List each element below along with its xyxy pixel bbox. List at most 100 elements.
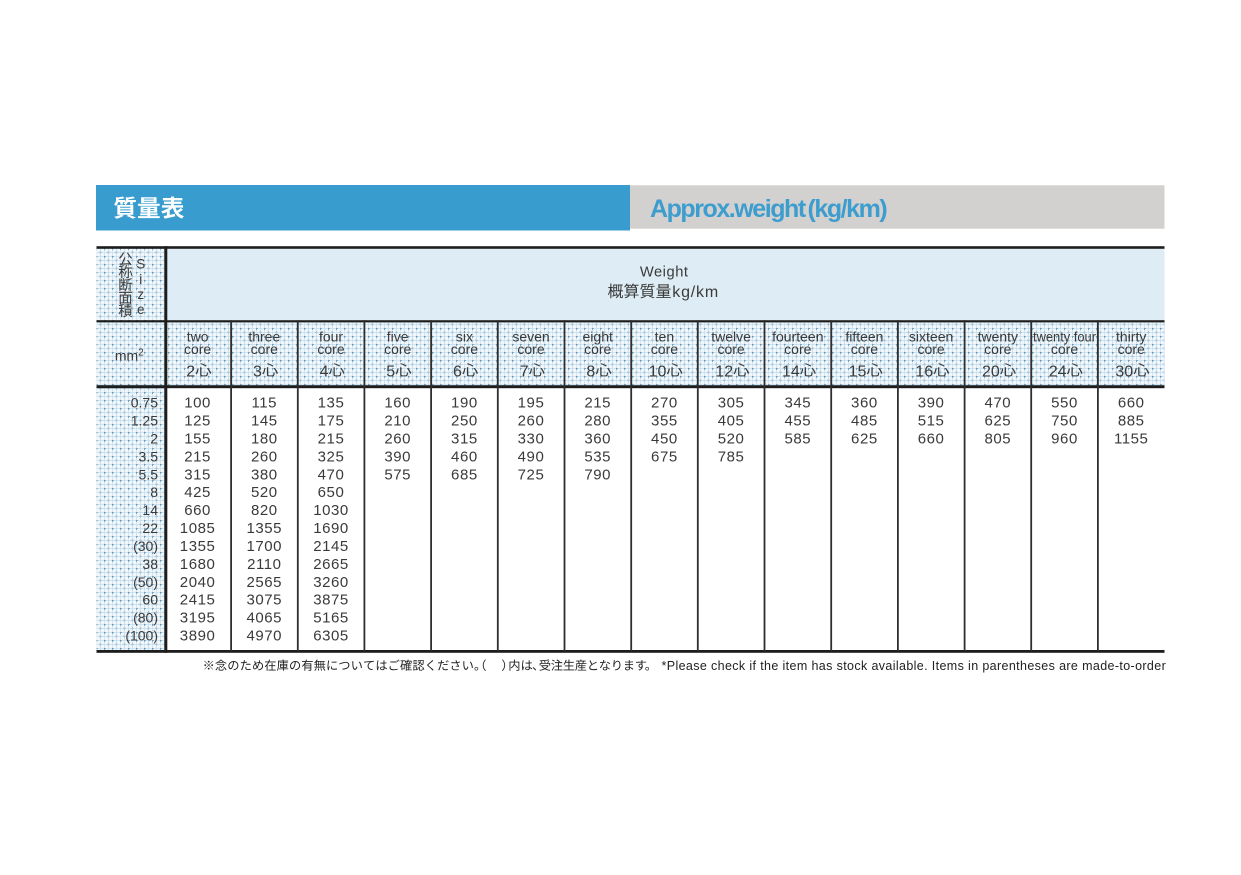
svg-text:450: 450 xyxy=(651,430,678,447)
svg-text:1700: 1700 xyxy=(247,538,283,555)
svg-text:515: 515 xyxy=(918,413,945,430)
svg-text:2040: 2040 xyxy=(180,574,216,591)
svg-text:Approx.weight: Approx.weight xyxy=(650,195,807,223)
svg-text:135: 135 xyxy=(318,395,345,412)
svg-text:sixteen: sixteen xyxy=(909,328,953,344)
svg-text:4: 4 xyxy=(320,363,329,380)
svg-text:305: 305 xyxy=(718,395,745,412)
svg-text:Weight: Weight xyxy=(640,264,689,280)
svg-text:360: 360 xyxy=(584,430,611,447)
svg-text:1355: 1355 xyxy=(180,538,216,555)
svg-text:core: core xyxy=(784,341,811,357)
svg-text:660: 660 xyxy=(918,430,945,447)
svg-text:two: two xyxy=(187,328,209,344)
svg-text:180: 180 xyxy=(251,430,278,447)
svg-text:3.5: 3.5 xyxy=(139,448,159,464)
svg-text:1690: 1690 xyxy=(313,520,349,537)
svg-text:6: 6 xyxy=(453,363,462,380)
svg-text:2: 2 xyxy=(150,430,158,446)
svg-text:16: 16 xyxy=(915,363,933,380)
svg-text:twenty: twenty xyxy=(978,328,1018,344)
svg-text:60: 60 xyxy=(142,592,158,608)
svg-text:(30): (30) xyxy=(133,538,158,554)
svg-text:1.25: 1.25 xyxy=(131,413,158,429)
svg-text:260: 260 xyxy=(384,430,411,447)
svg-text:380: 380 xyxy=(251,466,278,483)
svg-text:360: 360 xyxy=(851,395,878,412)
svg-text:2110: 2110 xyxy=(247,556,281,573)
svg-text:315: 315 xyxy=(184,466,211,483)
svg-text:core: core xyxy=(1051,341,1078,357)
svg-text:520: 520 xyxy=(718,430,745,447)
svg-text:2665: 2665 xyxy=(313,556,349,573)
svg-text:14: 14 xyxy=(782,363,800,380)
svg-text:kg/km: kg/km xyxy=(672,284,719,301)
svg-text:535: 535 xyxy=(584,448,611,465)
svg-text:6305: 6305 xyxy=(313,628,349,645)
svg-text:20: 20 xyxy=(982,363,1000,380)
svg-text:625: 625 xyxy=(984,413,1011,430)
svg-text:790: 790 xyxy=(584,466,611,483)
svg-text:core: core xyxy=(517,341,544,357)
svg-text:24: 24 xyxy=(1049,363,1067,380)
svg-text:3260: 3260 xyxy=(313,574,349,591)
svg-text:210: 210 xyxy=(384,413,411,430)
svg-text:(80): (80) xyxy=(133,610,158,626)
svg-text:3875: 3875 xyxy=(313,592,349,609)
svg-text:470: 470 xyxy=(984,395,1011,412)
svg-text:215: 215 xyxy=(318,430,345,447)
svg-text:3890: 3890 xyxy=(180,628,216,645)
svg-text:345: 345 xyxy=(784,395,811,412)
svg-text:(50): (50) xyxy=(133,574,158,590)
svg-text:490: 490 xyxy=(518,448,545,465)
svg-text:8: 8 xyxy=(150,484,158,500)
svg-text:405: 405 xyxy=(718,413,745,430)
svg-text:S: S xyxy=(136,257,145,272)
svg-text:625: 625 xyxy=(851,430,878,447)
svg-text:core: core xyxy=(184,341,211,357)
svg-text:960: 960 xyxy=(1051,430,1078,447)
svg-text:455: 455 xyxy=(784,413,811,430)
svg-text:460: 460 xyxy=(451,448,478,465)
svg-text:38: 38 xyxy=(142,556,158,572)
svg-text:core: core xyxy=(384,341,411,357)
svg-text:585: 585 xyxy=(784,430,811,447)
svg-text:175: 175 xyxy=(318,413,345,430)
svg-text:390: 390 xyxy=(918,395,945,412)
svg-text:1030: 1030 xyxy=(313,502,349,519)
svg-text:750: 750 xyxy=(1051,413,1078,430)
svg-text:5: 5 xyxy=(386,363,395,380)
svg-text:260: 260 xyxy=(518,413,545,430)
svg-text:390: 390 xyxy=(384,448,411,465)
svg-text:2145: 2145 xyxy=(313,538,349,555)
svg-text:685: 685 xyxy=(451,466,478,483)
svg-text:ten: ten xyxy=(655,328,674,344)
svg-text:195: 195 xyxy=(518,395,545,412)
svg-text:805: 805 xyxy=(984,430,1011,447)
svg-text:820: 820 xyxy=(251,502,278,519)
svg-text:mm2: mm2 xyxy=(115,348,144,364)
svg-text:core: core xyxy=(317,341,344,357)
svg-text:core: core xyxy=(584,341,611,357)
svg-text:22: 22 xyxy=(142,520,158,536)
svg-text:215: 215 xyxy=(184,448,211,465)
svg-text:i: i xyxy=(139,272,142,287)
svg-text:2565: 2565 xyxy=(247,574,283,591)
svg-text:425: 425 xyxy=(184,484,211,501)
svg-text:550: 550 xyxy=(1051,395,1078,412)
svg-text:100: 100 xyxy=(184,395,211,412)
svg-text:30: 30 xyxy=(1115,363,1133,380)
svg-text:core: core xyxy=(1118,341,1145,357)
svg-text:260: 260 xyxy=(251,448,278,465)
svg-text:2: 2 xyxy=(186,363,195,380)
svg-text:785: 785 xyxy=(718,448,745,465)
svg-text:315: 315 xyxy=(451,430,478,447)
svg-text:core: core xyxy=(251,341,278,357)
svg-text:575: 575 xyxy=(384,466,411,483)
svg-text:325: 325 xyxy=(318,448,345,465)
svg-text:280: 280 xyxy=(584,413,611,430)
svg-text:470: 470 xyxy=(318,466,345,483)
svg-text:190: 190 xyxy=(451,395,478,412)
svg-text:eight: eight xyxy=(583,328,613,344)
svg-text:660: 660 xyxy=(184,502,211,519)
